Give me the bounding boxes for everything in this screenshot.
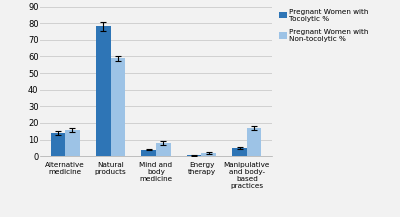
Bar — [202, 153, 216, 156]
Bar — [187, 155, 202, 156]
Bar — [96, 26, 110, 156]
Bar — [156, 143, 170, 156]
Legend: Pregnant Women with
Tocolytic %, Pregnant Women with
Non-tocolytic %: Pregnant Women with Tocolytic %, Pregnan… — [278, 7, 370, 43]
Bar — [142, 150, 156, 156]
Bar — [50, 133, 65, 156]
Bar — [110, 58, 125, 156]
Bar — [65, 130, 80, 156]
Bar — [247, 128, 262, 156]
Bar — [232, 148, 247, 156]
